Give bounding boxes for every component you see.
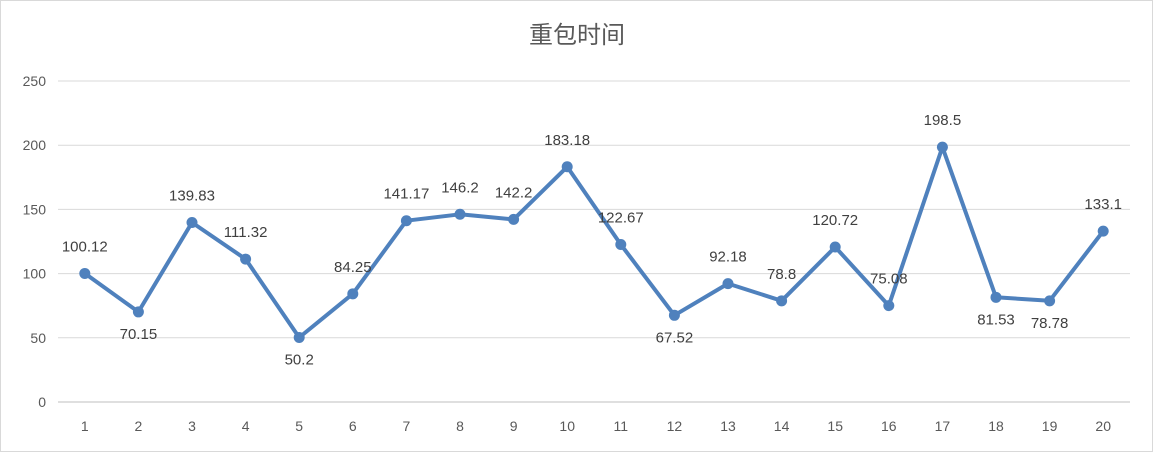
y-tick-label: 50	[30, 330, 46, 346]
data-point	[1097, 225, 1109, 237]
data-label: 84.25	[334, 259, 372, 276]
series-line	[82, 145, 1106, 340]
data-point	[400, 215, 412, 227]
data-label: 111.32	[224, 224, 268, 241]
data-point	[990, 291, 1002, 303]
data-point	[508, 213, 520, 225]
data-label: 92.18	[709, 249, 747, 266]
data-label: 70.15	[120, 326, 158, 343]
data-point	[347, 288, 359, 300]
x-tick-label: 3	[188, 418, 196, 434]
data-label: 75.08	[870, 271, 908, 288]
x-tick-label: 1	[81, 418, 89, 434]
x-tick-label: 6	[349, 418, 357, 434]
data-label: 78.78	[1031, 315, 1069, 332]
data-point	[240, 253, 252, 265]
x-tick-label: 8	[456, 418, 464, 434]
data-point	[293, 332, 305, 344]
x-tick-label: 10	[559, 418, 575, 434]
x-tick-label: 17	[935, 418, 951, 434]
data-label: 78.8	[767, 266, 796, 283]
data-point	[829, 241, 841, 253]
y-tick-label: 150	[23, 201, 47, 217]
x-tick-label: 13	[720, 418, 736, 434]
data-label: 139.83	[169, 187, 215, 204]
x-tick-label: 14	[774, 418, 790, 434]
x-tick-label: 19	[1042, 418, 1058, 434]
y-tick-label: 250	[23, 73, 47, 89]
gridlines	[58, 80, 1130, 403]
data-label: 146.2	[441, 179, 479, 196]
data-label: 142.2	[495, 184, 533, 201]
series-line-group	[79, 141, 1109, 344]
data-point	[1044, 295, 1056, 307]
data-point	[776, 295, 788, 307]
data-label: 120.72	[812, 212, 858, 229]
y-tick-label: 200	[23, 137, 47, 153]
x-tick-label: 15	[827, 418, 843, 434]
x-tick-label: 16	[881, 418, 897, 434]
data-label: 67.52	[656, 329, 694, 346]
x-tick-label: 18	[988, 418, 1004, 434]
x-tick-label: 2	[135, 418, 143, 434]
data-labels: 100.12 70.15 139.83 111.32 50.2 84.25 141.17 14…	[62, 112, 1122, 368]
data-label: 81.53	[977, 311, 1015, 328]
x-tick-label: 11	[614, 418, 629, 434]
data-point	[454, 208, 466, 220]
chart-title: 重包时间	[529, 21, 625, 49]
y-axis-ticks: 0 50 100 150 200 250	[23, 73, 47, 410]
data-label: 100.12	[62, 238, 108, 255]
data-point	[615, 238, 627, 250]
x-tick-label: 4	[242, 418, 250, 434]
data-point	[79, 267, 91, 279]
data-point	[722, 278, 734, 290]
data-label: 141.17	[383, 186, 429, 203]
data-point	[883, 300, 895, 312]
data-label: 50.2	[285, 352, 314, 369]
data-label: 122.67	[598, 209, 644, 226]
x-axis-ticks: 1 2 3 4 5 6 7 8 9 10 11 12 13 14 15 16 17 18 19 20	[81, 418, 1111, 434]
x-tick-label: 7	[403, 418, 411, 434]
y-tick-label: 0	[38, 394, 46, 410]
data-label: 183.18	[544, 132, 590, 149]
data-point	[132, 306, 144, 318]
x-tick-label: 5	[295, 418, 303, 434]
data-label: 133.1	[1084, 196, 1122, 213]
x-tick-label: 12	[667, 418, 683, 434]
data-point	[186, 216, 198, 228]
x-tick-label: 20	[1095, 418, 1111, 434]
data-point	[668, 309, 680, 321]
data-point	[936, 141, 948, 153]
data-label: 198.5	[924, 112, 962, 129]
x-tick-label: 9	[510, 418, 518, 434]
data-point	[561, 161, 573, 173]
y-tick-label: 100	[23, 266, 47, 282]
